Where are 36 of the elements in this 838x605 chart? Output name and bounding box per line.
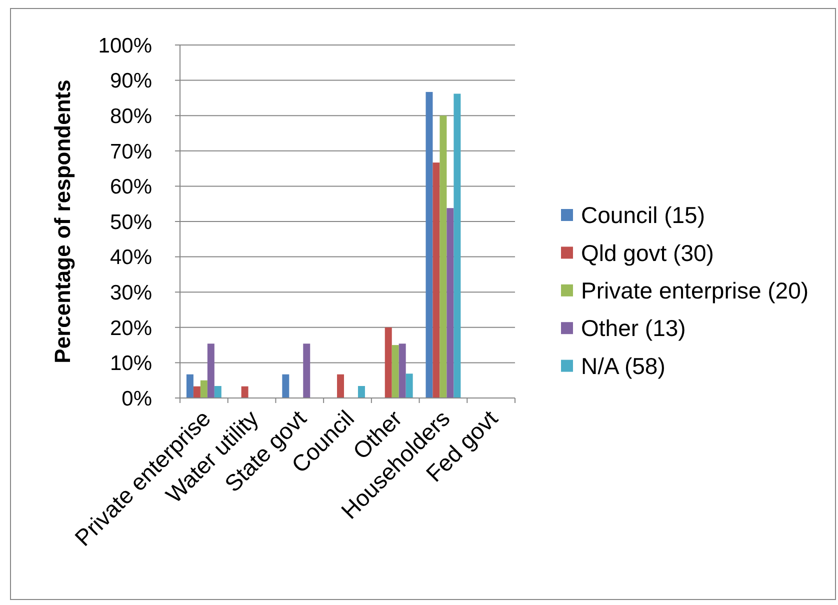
bar [282, 374, 290, 398]
y-tick-label: 70% [110, 140, 152, 164]
bar [186, 374, 194, 398]
bar [392, 345, 399, 398]
bar [241, 386, 248, 398]
y-tick-label: 80% [110, 104, 152, 128]
bar [384, 327, 392, 398]
bar [200, 380, 208, 398]
legend-label: N/A (58) [581, 352, 666, 379]
y-tick-label: 10% [110, 352, 152, 376]
y-tick-label: 0% [122, 387, 152, 410]
y-tick-label: 60% [110, 176, 152, 199]
legend-label: Council (15) [581, 202, 705, 228]
legend-label: Other (13) [581, 315, 686, 342]
y-tick-label: 40% [110, 246, 152, 270]
bar [398, 344, 406, 398]
bar [337, 374, 344, 398]
y-tick-label: 100% [98, 34, 152, 58]
y-tick-label: 50% [110, 210, 152, 234]
bar [440, 116, 447, 398]
y-tick-label: 30% [110, 281, 152, 304]
y-tick-label: 90% [110, 70, 152, 93]
bar [193, 386, 200, 398]
legend-label: Private enterprise (20) [581, 277, 809, 304]
bar [214, 386, 222, 398]
bar [454, 94, 461, 398]
bar [446, 208, 454, 398]
bar [303, 344, 310, 398]
bar [426, 92, 433, 398]
bar [432, 162, 440, 398]
legend-label: Qld govt (30) [581, 240, 714, 266]
bar [406, 374, 413, 398]
y-axis-title: Percentage of respondents [50, 80, 75, 364]
bar [207, 344, 214, 398]
y-tick-label: 20% [110, 316, 152, 340]
bar [358, 386, 365, 398]
